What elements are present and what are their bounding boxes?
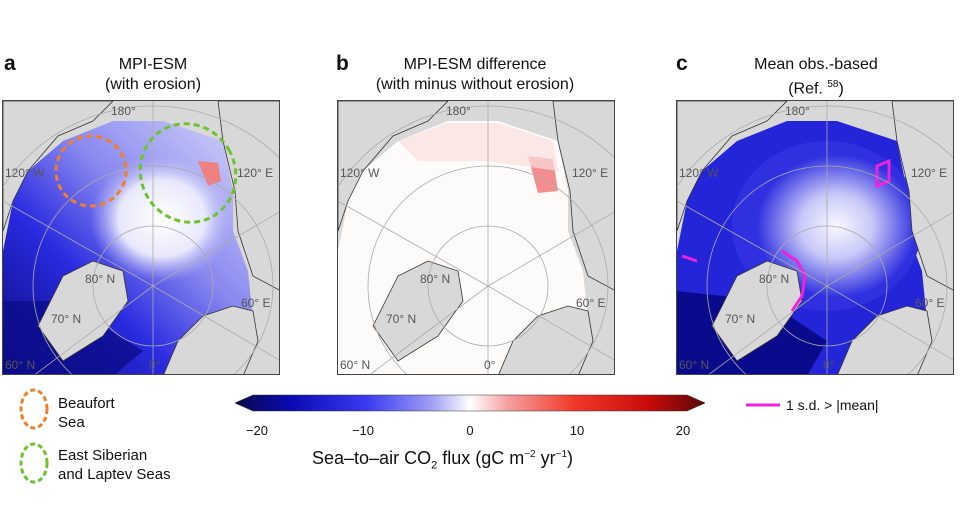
panel-title-c-ref: 58 — [827, 79, 839, 90]
map-a-canada — [3, 101, 114, 232]
map-c-label-0: 0° — [823, 358, 835, 372]
map-c-sd-contour-fram — [781, 249, 807, 312]
colorbar-label: Sea–to–air CO2 flux (gC m−2 yr−1) — [312, 448, 574, 472]
map-a-label-120e: 120° E — [237, 166, 273, 180]
panel-title-b-line2: (with minus without erosion) — [375, 76, 575, 93]
legend-sd-swatch — [746, 403, 780, 407]
map-a-label-120w: 120° W — [5, 166, 45, 180]
map-a-beaufort-outline — [54, 134, 128, 208]
map-b-label-80n: 80° N — [420, 272, 450, 286]
map-b-label-60n: 60° N — [340, 358, 370, 372]
map-a-meridian-120w — [3, 200, 154, 287]
map-b-label-60e: 60° E — [576, 296, 605, 310]
map-b-label-70n: 70° N — [386, 312, 416, 326]
map-c-label-80n: 80° N — [759, 272, 789, 286]
map-a-label-180: 180° — [111, 104, 136, 118]
colorbar-tick-10: 10 — [569, 423, 585, 438]
map-c-sd-contour-esls — [875, 158, 891, 189]
map-c-label-120w: 120° W — [679, 166, 719, 180]
map-c-meridian-120w — [677, 200, 828, 287]
map-a-label-70n: 70° N — [51, 312, 81, 326]
panel-title-a: MPI-ESM (with erosion) — [13, 55, 293, 95]
colorbar-tick-0: 0 — [466, 423, 474, 438]
map-c-europe — [837, 305, 933, 374]
map-b-greenland — [372, 260, 464, 362]
map-a-europe — [163, 305, 259, 374]
map-panel-c: 180° 120° W 120° E 80° N 60° E 70° N 60°… — [676, 100, 954, 375]
colorbar-tick-20: 20 — [675, 423, 691, 438]
map-c-label-70n: 70° N — [725, 312, 755, 326]
panel-letter-a: a — [4, 52, 16, 75]
panel-title-c-line1: Mean obs.-based — [754, 56, 878, 73]
panel-letter-c: c — [676, 52, 688, 75]
panel-title-b-line1: MPI-ESM difference — [403, 56, 547, 73]
map-c-greenland — [711, 260, 803, 362]
colorbar-tick-neg10: −10 — [351, 423, 375, 438]
legend-esls-label: East Siberian and Laptev Seas — [58, 447, 171, 483]
map-b-meridian-60e — [487, 285, 614, 361]
map-a-label-80n: 80° N — [85, 272, 115, 286]
panel-letter-b: b — [336, 52, 349, 75]
panel-title-b: MPI-ESM difference (with minus without e… — [335, 55, 615, 95]
legend-esls-swatch — [19, 442, 49, 484]
map-a-meridian-60e — [152, 285, 279, 361]
map-a-esls-hotspot — [198, 161, 221, 186]
map-a-label-60e: 60° E — [241, 296, 270, 310]
map-b-meridian-60w — [370, 285, 489, 374]
map-a-meridian-60w — [35, 285, 154, 374]
map-b-meridian-120e — [487, 211, 614, 287]
panel-title-c: Mean obs.-based (Ref. 58) — [676, 55, 956, 99]
colorbar — [235, 394, 705, 412]
map-panel-a: 180° 120° W 120° E 80° N 60° E 70° N 60°… — [2, 100, 280, 375]
panel-title-a-line1: MPI-ESM — [118, 56, 188, 73]
map-a-greenland — [37, 260, 129, 362]
map-a-label-0: 0° — [149, 358, 161, 372]
map-b-canada — [338, 101, 449, 232]
map-c-canada — [677, 101, 788, 232]
map-c-meridian-60w — [709, 285, 828, 374]
map-b-meridian-120w — [338, 200, 489, 287]
map-c-meridian-120e — [826, 211, 953, 287]
map-panel-b: 180° 120° W 120° E 80° N 60° E 70° N 60°… — [337, 100, 615, 375]
colorbar-tick-neg20: −20 — [245, 423, 269, 438]
legend-sd-label: 1 s.d. > |mean| — [786, 397, 879, 413]
map-c-label-120e: 120° E — [911, 166, 947, 180]
map-a-meridian-120e — [152, 211, 279, 287]
map-c-label-60e: 60° E — [915, 296, 944, 310]
map-c-siberia — [891, 101, 953, 291]
legend-beaufort-label: Beaufort Sea — [58, 395, 115, 431]
map-a-label-60n: 60° N — [5, 358, 35, 372]
panel-title-a-line2: (with erosion) — [104, 76, 202, 93]
map-b-label-120w: 120° W — [340, 166, 380, 180]
map-b-label-120e: 120° E — [572, 166, 608, 180]
map-a-siberia — [217, 101, 279, 291]
map-c-label-60n: 60° N — [679, 358, 709, 372]
map-b-shelf-tint — [398, 123, 558, 171]
panel-title-c-line2: (Ref. 58) — [788, 79, 844, 98]
map-c-meridian-60e — [826, 285, 953, 361]
legend-beaufort-swatch — [19, 388, 49, 430]
map-a-esls-outline — [138, 122, 238, 224]
map-b-europe — [498, 305, 594, 374]
map-b-label-180: 180° — [446, 104, 471, 118]
map-c-label-180: 180° — [785, 104, 810, 118]
map-b-label-0: 0° — [484, 358, 496, 372]
map-b-siberia — [552, 101, 614, 291]
map-c-sd-contour-baffin — [681, 254, 698, 263]
